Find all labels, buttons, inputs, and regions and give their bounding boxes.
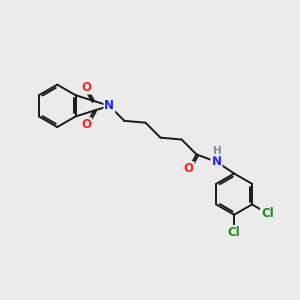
- Text: O: O: [184, 162, 194, 175]
- Text: Cl: Cl: [261, 207, 274, 220]
- Text: Cl: Cl: [228, 226, 241, 239]
- Text: O: O: [81, 118, 91, 131]
- Text: N: N: [104, 99, 114, 112]
- Text: O: O: [81, 80, 91, 94]
- Text: H: H: [213, 146, 222, 156]
- Text: N: N: [212, 155, 221, 168]
